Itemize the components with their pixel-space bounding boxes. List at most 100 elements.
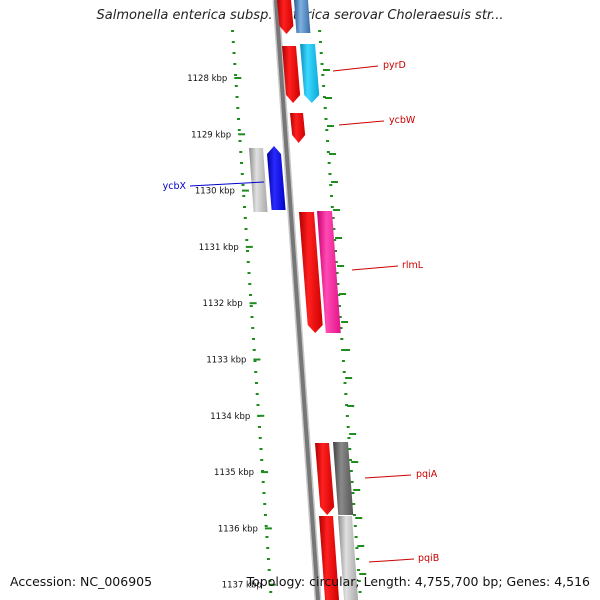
gene-label-pqiB[interactable]: pqiB <box>418 553 439 564</box>
kbp-label: 1128 kbp <box>187 74 227 84</box>
gene-label-rlmL[interactable]: rlmL <box>402 260 424 271</box>
minor-tick <box>243 217 247 219</box>
kbp-tick <box>257 414 265 417</box>
major-tick <box>357 545 365 547</box>
minor-tick <box>262 492 266 494</box>
minor-tick <box>260 470 264 472</box>
minor-tick <box>318 41 322 43</box>
minor-tick <box>254 371 258 373</box>
minor-tick <box>263 514 267 516</box>
minor-tick <box>355 547 359 549</box>
ruler-labels: 1128 kbp 1129 kbp 1130 kbp 1131 kbp 1132 kbp… <box>187 74 276 591</box>
major-tick <box>329 153 337 155</box>
minor-tick <box>319 52 323 54</box>
minor-tick <box>352 503 356 505</box>
minor-tick <box>231 30 235 32</box>
kbp-label: 1134 kbp <box>210 412 250 422</box>
features <box>249 0 359 600</box>
minor-tick <box>332 228 336 230</box>
minor-tick <box>237 129 241 131</box>
major-tick <box>347 405 355 407</box>
kbp-label: 1132 kbp <box>203 299 243 309</box>
minor-tick <box>251 338 255 340</box>
minor-tick <box>337 305 341 307</box>
major-tick <box>324 97 332 99</box>
gene-block-grey <box>249 148 268 212</box>
minor-tick <box>236 107 240 109</box>
minor-tick <box>255 393 259 395</box>
gene-leader-line <box>351 265 399 271</box>
minor-tick <box>344 393 348 395</box>
gene-labels: pyrD ycbW ycbX rlmL pqiA pqiB <box>163 60 440 564</box>
minor-tick <box>242 195 246 197</box>
kbp-label: 1129 kbp <box>191 130 231 140</box>
major-tick <box>355 517 363 519</box>
minor-tick <box>342 371 346 373</box>
minor-tick <box>318 30 322 32</box>
minor-tick <box>326 151 330 153</box>
minor-tick <box>331 217 335 219</box>
minor-tick <box>248 294 252 296</box>
minor-tick <box>345 415 349 417</box>
minor-tick <box>320 63 324 65</box>
gene-block-rlmL <box>299 212 323 333</box>
minor-tick <box>260 459 264 461</box>
minor-tick <box>348 448 352 450</box>
gene-leader-line <box>364 474 412 479</box>
gene-label-ycbX[interactable]: ycbX <box>163 181 187 192</box>
minor-tick <box>325 129 329 131</box>
minor-tick <box>243 206 247 208</box>
minor-tick <box>253 360 257 362</box>
ruler-ticks <box>231 30 367 593</box>
minor-tick <box>258 437 262 439</box>
accession-text: Accession: NC_006905 <box>10 574 153 589</box>
minor-tick <box>264 525 268 527</box>
kbp-tick <box>253 358 261 361</box>
kbp-tick <box>238 133 246 136</box>
minor-tick <box>240 162 244 164</box>
major-tick <box>331 181 339 183</box>
minor-tick <box>268 580 272 582</box>
minor-tick <box>246 261 250 263</box>
major-tick <box>335 237 343 239</box>
minor-tick <box>233 63 237 65</box>
minor-tick <box>329 184 333 186</box>
gene-leader-line <box>368 558 415 563</box>
minor-tick <box>357 580 361 582</box>
kbp-label: 1131 kbp <box>199 243 239 253</box>
minor-tick <box>251 327 255 329</box>
gene-label-pqiA[interactable]: pqiA <box>416 469 438 480</box>
minor-tick <box>340 338 344 340</box>
minor-tick <box>231 41 235 43</box>
gene-leader-line <box>332 65 379 72</box>
minor-tick <box>234 85 238 87</box>
gene-block-cyan <box>300 44 320 103</box>
minor-tick <box>346 426 350 428</box>
minor-tick <box>232 52 236 54</box>
gene-block-darkgrey <box>333 442 354 515</box>
gene-label-ycbW[interactable]: ycbW <box>389 115 416 126</box>
minor-tick <box>324 118 328 120</box>
backbone <box>272 0 322 600</box>
kbp-label: 1130 kbp <box>195 187 235 197</box>
gene-block-red <box>277 0 294 34</box>
minor-tick <box>351 492 355 494</box>
gene-block-ycbW <box>290 113 306 143</box>
minor-tick <box>240 173 244 175</box>
minor-tick <box>350 481 354 483</box>
kbp-label: 1135 kbp <box>214 468 254 478</box>
major-tick <box>349 433 357 435</box>
major-tick <box>339 293 347 295</box>
minor-tick <box>338 316 342 318</box>
major-tick <box>322 69 330 71</box>
major-tick <box>327 125 334 127</box>
kbp-tick <box>249 302 257 305</box>
minor-tick <box>269 591 273 593</box>
minor-tick <box>330 195 334 197</box>
minor-tick <box>341 349 345 351</box>
minor-tick <box>248 283 252 285</box>
minor-tick <box>267 569 271 571</box>
minor-tick <box>259 448 263 450</box>
gene-label-pyrD[interactable]: pyrD <box>383 60 406 71</box>
minor-tick <box>241 184 245 186</box>
